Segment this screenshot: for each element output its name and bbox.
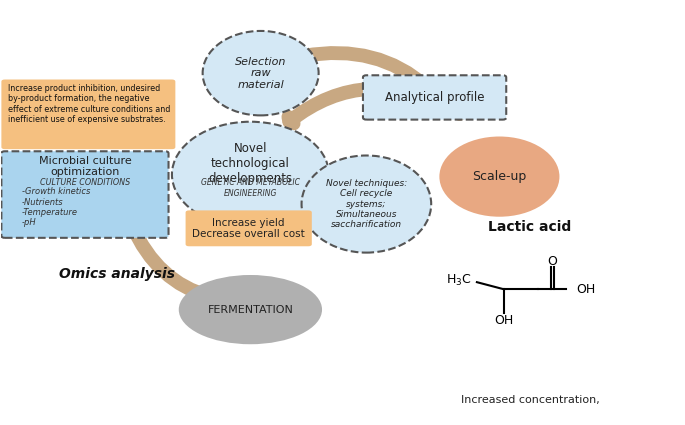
Text: O: O (547, 255, 557, 268)
Ellipse shape (301, 156, 431, 252)
Text: Lactic acid: Lactic acid (488, 220, 572, 234)
Text: FERMENTATION: FERMENTATION (208, 305, 293, 314)
Text: Novel techniques:
Cell recycle
systems;
Simultaneous
saccharification: Novel techniques: Cell recycle systems; … (326, 179, 407, 230)
FancyBboxPatch shape (186, 210, 312, 246)
Ellipse shape (172, 122, 329, 227)
Text: Scale-up: Scale-up (472, 170, 527, 183)
FancyBboxPatch shape (1, 79, 175, 149)
Text: GENETIC AND METABOLIC
ENGINEERING: GENETIC AND METABOLIC ENGINEERING (201, 178, 300, 198)
Text: OH: OH (577, 283, 596, 296)
Text: Increase product inhibition, undesired
by-product formation, the negative
effect: Increase product inhibition, undesired b… (8, 84, 171, 124)
Text: -Growth kinetics
-Nutrients
-Temperature
-pH: -Growth kinetics -Nutrients -Temperature… (22, 187, 90, 227)
Ellipse shape (179, 275, 322, 344)
Text: OH: OH (495, 314, 514, 327)
Text: Novel
technological
developments: Novel technological developments (208, 142, 292, 184)
Text: Increase yield
Decrease overall cost: Increase yield Decrease overall cost (192, 218, 305, 239)
Text: Microbial culture
optimization: Microbial culture optimization (38, 156, 132, 177)
Text: Increased concentration,: Increased concentration, (461, 395, 599, 405)
Ellipse shape (439, 136, 560, 217)
Text: Analytical profile: Analytical profile (385, 91, 484, 104)
Text: Omics analysis: Omics analysis (60, 267, 175, 281)
FancyBboxPatch shape (363, 75, 506, 119)
Text: Selection
raw
material: Selection raw material (235, 57, 286, 90)
Text: H$_3$C: H$_3$C (446, 272, 471, 288)
FancyBboxPatch shape (1, 151, 169, 238)
Text: CULTURE CONDITIONS: CULTURE CONDITIONS (40, 178, 130, 187)
Ellipse shape (203, 31, 319, 116)
